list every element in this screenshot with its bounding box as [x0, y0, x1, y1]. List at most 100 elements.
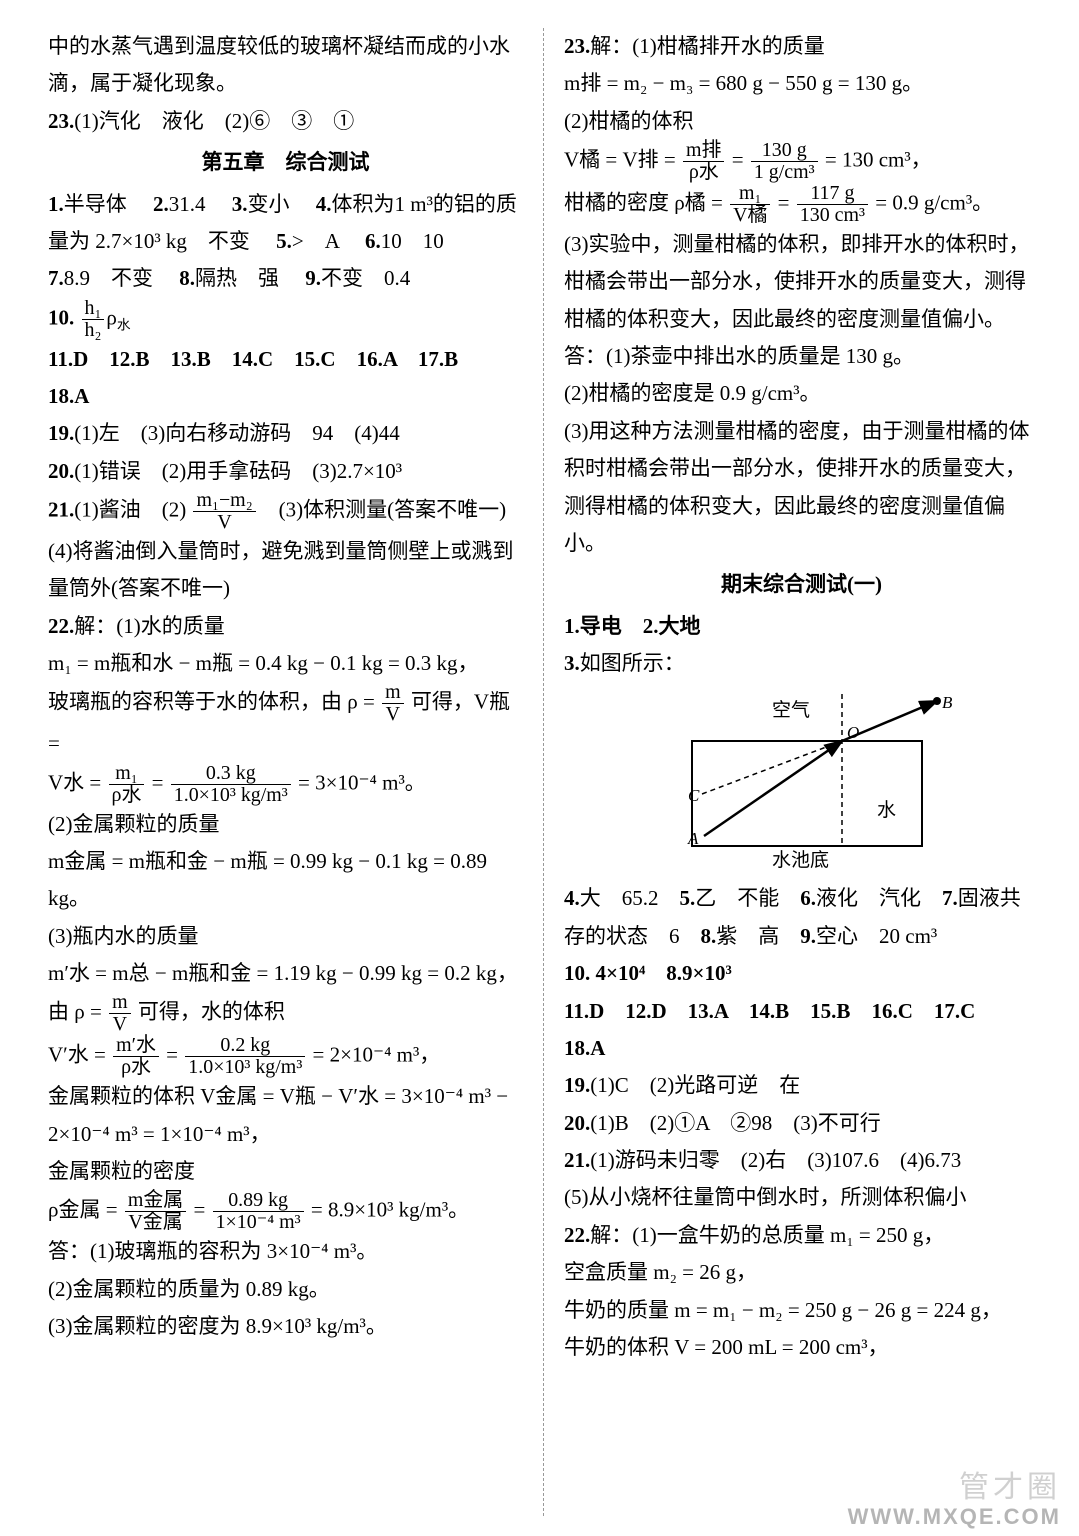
- t: 空心 20 cm³: [816, 924, 937, 948]
- n: 9.: [305, 266, 321, 290]
- num: m排: [683, 140, 724, 162]
- t: 由 ρ =: [48, 1000, 107, 1024]
- frac: h₁ h₂: [80, 298, 107, 341]
- num: m₁: [109, 763, 145, 785]
- n: 5.: [680, 886, 696, 910]
- t: = 8.9×10³ kg/m³。: [311, 1198, 469, 1222]
- den: 130 cm³: [797, 205, 868, 226]
- den: V橘: [730, 205, 770, 226]
- t: 变小: [248, 192, 311, 216]
- den: 1×10⁻⁴ m³: [213, 1212, 304, 1233]
- frac: m金属V金属: [123, 1190, 188, 1233]
- label-bottom: 水池底: [772, 849, 829, 871]
- num: m: [382, 682, 404, 704]
- watermark-logo: 管才圈: [959, 1462, 1061, 1506]
- den: 1.0×10³ kg/m³: [171, 785, 291, 806]
- n: 7.: [48, 266, 64, 290]
- t: (1)错误 (2)用手拿砝码 (3)2.7×10³: [74, 459, 402, 483]
- eq: 由 ρ = mV 可得，水的体积: [48, 992, 523, 1035]
- n: 22.: [48, 614, 74, 638]
- num: 0.3 kg: [171, 763, 291, 785]
- label-air: 空气: [772, 699, 810, 721]
- den: 1.0×10³ kg/m³: [185, 1057, 305, 1078]
- n: 10.: [48, 305, 74, 329]
- t: = 130 cm³，: [825, 147, 932, 171]
- n: 6.: [365, 229, 381, 253]
- ans: (3)金属颗粒的密度为 8.9×10³ kg/m³。: [48, 1308, 523, 1345]
- refraction-diagram: 空气 水 水池底 A C O B: [652, 686, 952, 876]
- line: 7.8.9 不变 8.隔热 强 9.不变 0.4: [48, 260, 523, 297]
- ans: (2)金属颗粒的质量为 0.89 kg。: [48, 1271, 523, 1308]
- eq: 牛奶的体积 V = 200 mL = 200 cm³，: [564, 1329, 1039, 1366]
- qtext: (1)汽化 液化 (2)⑥ ③ ①: [74, 109, 354, 133]
- ans: 答：(1)玻璃瓶的容积为 3×10⁻⁴ m³。: [48, 1233, 523, 1270]
- frac: 0.2 kg1.0×10³ kg/m³: [183, 1035, 307, 1078]
- t: = 0.9 g/cm³。: [875, 190, 993, 214]
- mc-line: 11.D 12.D 13.A 14.B 15.B 16.C 17.C: [564, 993, 1039, 1030]
- eq: V橘 = V排 = m排ρ水 = 130 g1 g/cm³ = 130 cm³，: [564, 140, 1039, 183]
- t: 不变 0.4: [321, 266, 410, 290]
- n: 2.: [153, 192, 169, 216]
- num: m₁: [730, 183, 770, 205]
- q23: 23.(1)汽化 液化 (2)⑥ ③ ①: [48, 103, 523, 140]
- t: =: [166, 1043, 183, 1067]
- frac: mV: [107, 992, 133, 1035]
- den: ρ水: [109, 785, 145, 806]
- final-exam-heading: 期末综合测试(一): [564, 566, 1039, 603]
- t: ρ金属 =: [48, 1198, 123, 1222]
- line: 22.解：(1)水的质量: [48, 608, 523, 645]
- t: 8.9 不变: [64, 266, 174, 290]
- right-column: 23.解：(1)柑橘排开水的质量 m排 = m₂ − m₃ = 680 g − …: [546, 28, 1039, 1516]
- eq: m排 = m₂ − m₃ = 680 g − 550 g = 130 g。: [564, 65, 1039, 102]
- frac: 0.89 kg1×10⁻⁴ m³: [211, 1190, 306, 1233]
- n: 22.: [564, 1223, 590, 1247]
- t: > A: [292, 229, 360, 253]
- t: 大 65.2: [580, 886, 680, 910]
- num: 117 g: [797, 183, 868, 205]
- eq: 金属颗粒的体积 V金属 = V瓶 − V′水 = 3×10⁻⁴ m³ − 2×1…: [48, 1078, 523, 1153]
- t: 解：(1)一盒牛奶的总质量 m₁ = 250 g，: [590, 1223, 944, 1247]
- eq: V水 = m₁ρ水 = 0.3 kg1.0×10³ kg/m³ = 3×10⁻⁴…: [48, 763, 523, 806]
- label-B: B: [942, 693, 952, 712]
- eq: m′水 = m总 − m瓶和金 = 1.19 kg − 0.99 kg = 0.…: [48, 955, 523, 992]
- para: (3)实验中，测量柑橘的体积，即排开水的体积时，柑橘会带出一部分水，使排开水的质…: [564, 226, 1039, 338]
- eq: 金属颗粒的密度: [48, 1153, 523, 1190]
- sub: 水: [117, 317, 131, 332]
- t: 隔热 强: [195, 266, 300, 290]
- n: 20.: [564, 1111, 590, 1135]
- eq: V′水 = m′水ρ水 = 0.2 kg1.0×10³ kg/m³ = 2×10…: [48, 1035, 523, 1078]
- para: 中的水蒸气遇到温度较低的玻璃杯凝结而成的小水滴，属于凝化现象。: [48, 28, 523, 103]
- t: 解：(1)水的质量: [74, 614, 225, 638]
- den: V: [382, 704, 404, 725]
- line: 19.(1)左 (3)向右移动游码 94 (4)44: [48, 415, 523, 452]
- eq: ρ金属 = m金属V金属 = 0.89 kg1×10⁻⁴ m³ = 8.9×10…: [48, 1190, 523, 1233]
- t: 玻璃瓶的容积等于水的体积，由 ρ =: [48, 690, 380, 714]
- label-C: C: [688, 786, 700, 805]
- n: 19.: [564, 1073, 590, 1097]
- n: 6.: [800, 886, 816, 910]
- n: 5.: [276, 229, 292, 253]
- eq: 玻璃瓶的容积等于水的体积，由 ρ = mV 可得，V瓶 =: [48, 682, 523, 762]
- den: V: [193, 512, 255, 533]
- num: m金属: [125, 1190, 186, 1212]
- eq: 柑橘的密度 ρ橘 = m₁V橘 = 117 g130 cm³ = 0.9 g/c…: [564, 183, 1039, 226]
- watermark-url: WWW.MXQE.COM: [848, 1504, 1061, 1530]
- den: V: [109, 1014, 131, 1035]
- line: 21.(1)游码未归零 (2)右 (3)107.6 (4)6.73: [564, 1142, 1039, 1179]
- line: 4.大 65.2 5.乙 不能 6.液化 汽化 7.固液共存的状态 6 8.紫 …: [564, 880, 1039, 955]
- frac: mV: [380, 682, 406, 725]
- t: 液化 汽化: [816, 886, 942, 910]
- line: 22.解：(1)一盒牛奶的总质量 m₁ = 250 g，: [564, 1217, 1039, 1254]
- frac: m₁−m₂ V: [191, 490, 257, 533]
- line: (5)从小烧杯往量筒中倒水时，所测体积偏小: [564, 1179, 1039, 1216]
- mc-line: 18.A: [48, 378, 523, 415]
- t: = 2×10⁻⁴ m³，: [313, 1043, 441, 1067]
- num: m₁−m₂: [193, 490, 255, 512]
- den: ρ水: [113, 1057, 159, 1078]
- mc-line: 18.A: [564, 1030, 1039, 1067]
- eq: m₁ = m瓶和水 − m瓶 = 0.4 kg − 0.1 kg = 0.3 k…: [48, 645, 523, 682]
- num: m: [109, 992, 131, 1014]
- num: m′水: [113, 1035, 159, 1057]
- t: V橘 = V排 =: [564, 147, 681, 171]
- t: 31.4: [169, 192, 227, 216]
